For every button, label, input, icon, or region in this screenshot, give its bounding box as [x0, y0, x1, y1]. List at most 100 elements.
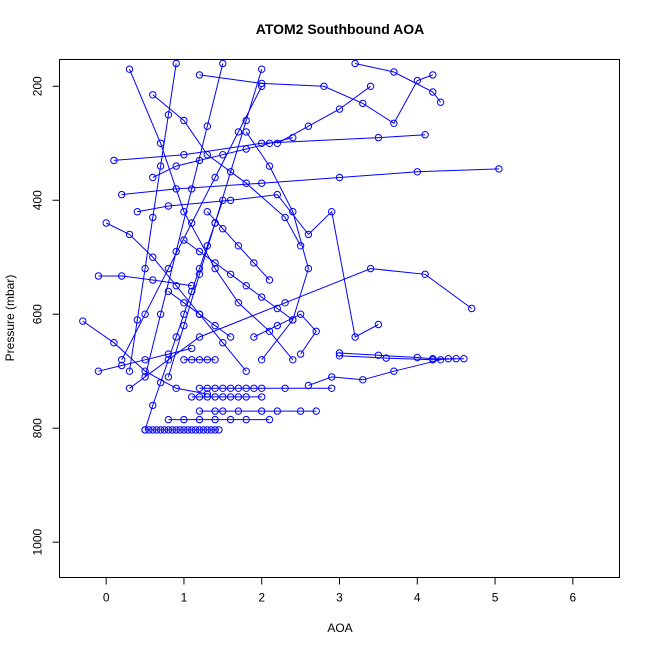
- series-line: [129, 63, 177, 372]
- data-point: [149, 253, 157, 261]
- data-point: [118, 272, 126, 280]
- data-point: [180, 299, 188, 307]
- data-point: [390, 367, 398, 375]
- data-point: [359, 376, 367, 384]
- data-point: [436, 356, 445, 364]
- data-point: [242, 384, 250, 392]
- data-point: [203, 122, 212, 130]
- data-point: [141, 367, 149, 375]
- plot-frame: [59, 59, 620, 578]
- y-tick-label: 600: [31, 304, 45, 324]
- data-point: [258, 393, 266, 401]
- data-point: [149, 401, 157, 410]
- data-point: [273, 407, 281, 415]
- data-point: [328, 384, 336, 392]
- data-point: [184, 426, 192, 434]
- data-point: [153, 426, 161, 434]
- data-point: [219, 384, 227, 392]
- data-point: [296, 310, 305, 318]
- data-point: [211, 384, 219, 392]
- data-point: [359, 99, 367, 108]
- data-point: [203, 356, 212, 364]
- data-point: [265, 276, 274, 284]
- data-point: [141, 264, 149, 273]
- data-point: [211, 407, 219, 415]
- data-point: [242, 116, 250, 125]
- data-point: [273, 304, 281, 313]
- data-point: [234, 242, 243, 250]
- data-point: [234, 299, 243, 307]
- data-point: [118, 356, 126, 364]
- data-point: [312, 327, 320, 335]
- series-line: [206, 211, 270, 281]
- data-point: [195, 426, 204, 434]
- data-point: [203, 426, 212, 434]
- data-point: [242, 367, 250, 375]
- data-point: [156, 162, 165, 170]
- data-point: [188, 344, 196, 353]
- x-tick-label: 0: [103, 591, 110, 605]
- data-point: [219, 59, 227, 68]
- data-point: [172, 384, 180, 392]
- data-point: [110, 339, 118, 347]
- data-point: [273, 139, 281, 148]
- data-point: [164, 426, 173, 434]
- data-point: [118, 361, 126, 370]
- data-point: [203, 151, 212, 159]
- x-tick-label: 1: [181, 591, 188, 605]
- x-axis-label: AOA: [327, 621, 352, 635]
- y-tick-label: 200: [31, 76, 45, 96]
- data-point: [351, 59, 359, 68]
- data-point: [258, 407, 266, 415]
- data-point: [195, 333, 204, 341]
- series-line: [144, 200, 224, 431]
- data-point: [141, 356, 149, 364]
- data-point: [149, 91, 157, 99]
- data-point: [242, 179, 250, 187]
- data-point: [328, 208, 336, 216]
- data-point: [195, 71, 204, 79]
- plot-area: [79, 59, 503, 434]
- data-point: [366, 264, 375, 273]
- data-point: [429, 71, 437, 79]
- data-point: [304, 122, 313, 130]
- series-line: [129, 69, 294, 361]
- data-point: [172, 333, 180, 341]
- series-line: [245, 131, 309, 361]
- series-line: [98, 347, 192, 372]
- series-line: [113, 134, 426, 161]
- series-line: [253, 313, 317, 355]
- data-point: [413, 353, 421, 362]
- data-point: [460, 355, 468, 363]
- data-point: [281, 213, 289, 222]
- data-point: [289, 356, 297, 364]
- data-point: [149, 276, 157, 284]
- series-line: [137, 194, 379, 338]
- series-line: [121, 168, 499, 196]
- data-point: [304, 230, 313, 239]
- data-point: [195, 415, 204, 424]
- x-tick-label: 3: [336, 591, 343, 605]
- data-point: [289, 208, 297, 216]
- data-point: [296, 242, 305, 250]
- data-point: [125, 230, 134, 239]
- data-point: [79, 317, 87, 325]
- series-line: [121, 86, 263, 361]
- data-point: [413, 168, 421, 176]
- data-point: [296, 350, 305, 358]
- data-point: [188, 356, 196, 364]
- data-point: [351, 333, 359, 341]
- data-point: [429, 356, 437, 364]
- data-point: [125, 65, 134, 73]
- data-point: [296, 407, 305, 415]
- data-point: [265, 162, 274, 170]
- data-point: [234, 128, 243, 136]
- data-point: [180, 151, 188, 159]
- data-point: [188, 426, 196, 434]
- data-point: [164, 350, 173, 358]
- data-point: [219, 151, 227, 159]
- data-point: [242, 415, 250, 424]
- data-point: [226, 393, 235, 401]
- data-point: [328, 373, 336, 381]
- data-point: [390, 68, 398, 76]
